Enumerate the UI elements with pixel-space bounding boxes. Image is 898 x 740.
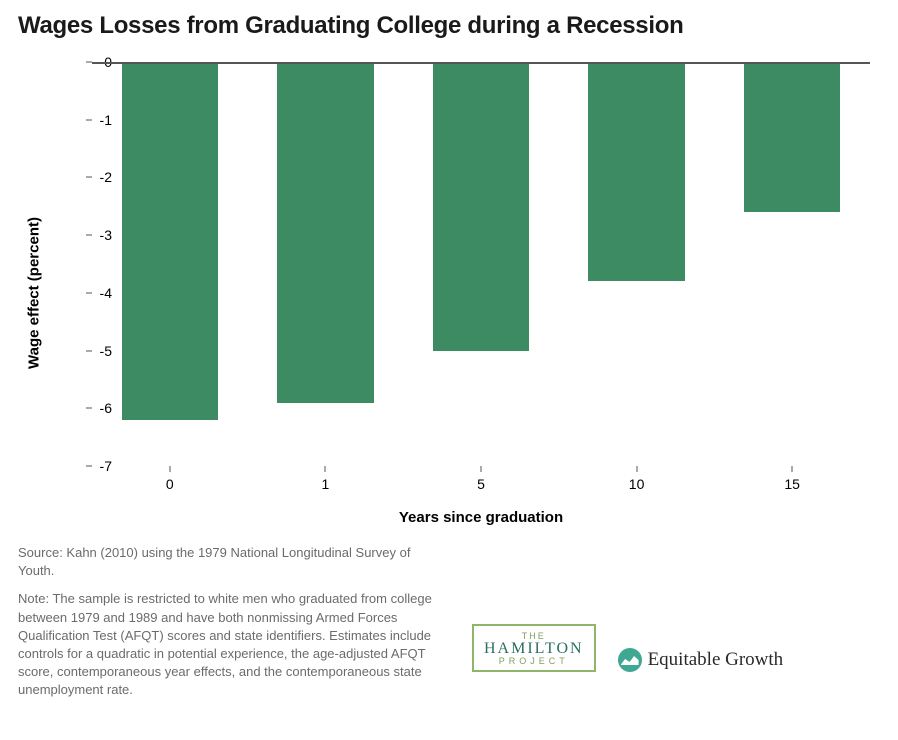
y-tick-mark <box>86 119 92 120</box>
notes: Source: Kahn (2010) using the 1979 Natio… <box>18 544 438 710</box>
y-tick-mark <box>86 177 92 178</box>
bar <box>588 62 684 281</box>
chart-title: Wages Losses from Graduating College dur… <box>18 12 880 40</box>
plot-area: 0-1-2-3-4-5-6-70151015 <box>92 62 870 466</box>
y-tick-mark <box>86 408 92 409</box>
hamilton-logo-mid: HAMILTON <box>484 641 584 657</box>
x-tick-label: 5 <box>477 476 485 492</box>
x-tick-mark <box>636 466 637 472</box>
hamilton-logo-bot: PROJECT <box>484 657 584 666</box>
x-tick-mark <box>325 466 326 472</box>
x-tick-mark <box>169 466 170 472</box>
note-text: Note: The sample is restricted to white … <box>18 590 438 699</box>
x-axis-label: Years since graduation <box>92 509 870 526</box>
bars-layer <box>92 62 870 466</box>
x-tick-label: 15 <box>784 476 800 492</box>
source-text: Source: Kahn (2010) using the 1979 Natio… <box>18 544 438 580</box>
y-tick-mark <box>86 235 92 236</box>
y-tick-mark <box>86 350 92 351</box>
x-tick-label: 10 <box>629 476 645 492</box>
x-tick-mark <box>792 466 793 472</box>
equitable-growth-text: Equitable Growth <box>648 649 784 671</box>
bar <box>433 62 529 351</box>
footer: Source: Kahn (2010) using the 1979 Natio… <box>18 544 880 710</box>
x-tick-label: 0 <box>166 476 174 492</box>
y-tick-mark <box>86 466 92 467</box>
x-tick-label: 1 <box>321 476 329 492</box>
x-tick-mark <box>481 466 482 472</box>
zero-line <box>92 62 870 64</box>
bar <box>122 62 218 420</box>
bar <box>744 62 840 212</box>
logos: THE HAMILTON PROJECT Equitable Growth <box>462 544 880 672</box>
bar <box>277 62 373 403</box>
equitable-growth-icon <box>618 648 642 672</box>
y-axis-label: Wage effect (percent) <box>26 217 43 369</box>
hamilton-project-logo: THE HAMILTON PROJECT <box>472 624 596 672</box>
chart-container: Wage effect (percent) 0-1-2-3-4-5-6-7015… <box>44 58 880 528</box>
equitable-growth-logo: Equitable Growth <box>618 648 784 672</box>
y-tick-mark <box>86 292 92 293</box>
